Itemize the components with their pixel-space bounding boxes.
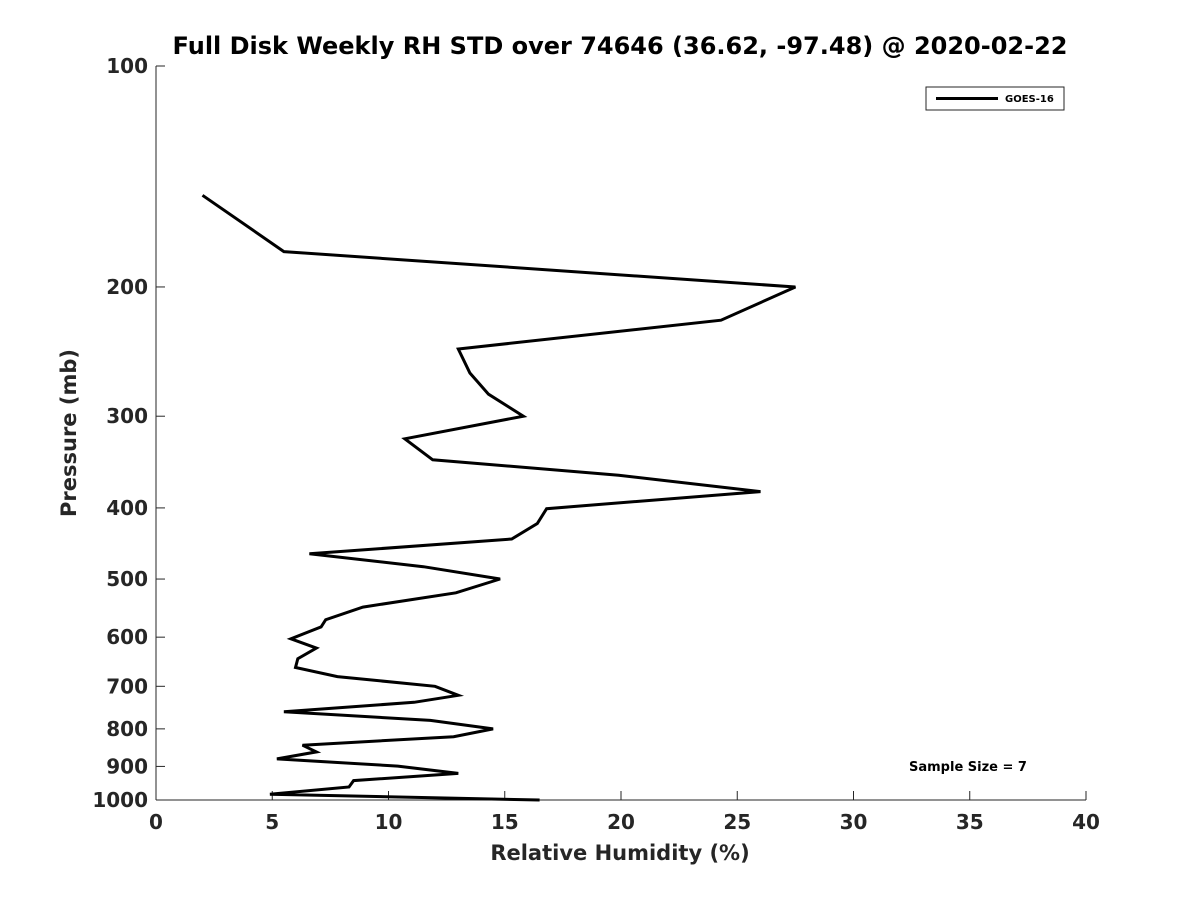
- x-tick-label: 15: [491, 810, 519, 834]
- y-tick-label: 700: [106, 674, 148, 698]
- x-tick-label: 20: [607, 810, 635, 834]
- series-line-goes-16: [201, 194, 797, 802]
- y-ticks: 100 200 300 400 500 600 700 800 900 1000: [92, 54, 165, 812]
- y-axis-label: Pressure (mb): [57, 349, 81, 517]
- x-tick-label: 5: [265, 810, 279, 834]
- y-tick-label: 400: [106, 496, 148, 520]
- legend-label: GOES-16: [1005, 94, 1054, 105]
- x-ticks: 0 5 10 15 20 25 30 35 40: [149, 791, 1100, 834]
- chart-title: Full Disk Weekly RH STD over 74646 (36.6…: [173, 32, 1068, 60]
- y-tick-label: 300: [106, 404, 148, 428]
- x-tick-label: 10: [375, 810, 403, 834]
- sample-size-annotation: Sample Size = 7: [909, 760, 1027, 775]
- x-tick-label: 30: [840, 810, 868, 834]
- plot-area: 0 5 10 15 20 25 30 35 40 100 200 300 400 500 600 700 80…: [92, 54, 1100, 834]
- x-axis-label: Relative Humidity (%): [490, 841, 749, 865]
- y-tick-label: 200: [106, 275, 148, 299]
- x-tick-label: 35: [956, 810, 984, 834]
- x-tick-label: 40: [1072, 810, 1100, 834]
- y-tick-label: 900: [106, 754, 148, 778]
- legend: GOES-16: [925, 86, 1065, 111]
- y-tick-label: 100: [106, 54, 148, 78]
- y-tick-label: 600: [106, 625, 148, 649]
- y-tick-label: 800: [106, 717, 148, 741]
- y-tick-label: 1000: [92, 788, 148, 812]
- x-tick-label: 25: [723, 810, 751, 834]
- x-tick-label: 0: [149, 810, 163, 834]
- y-tick-label: 500: [106, 567, 148, 591]
